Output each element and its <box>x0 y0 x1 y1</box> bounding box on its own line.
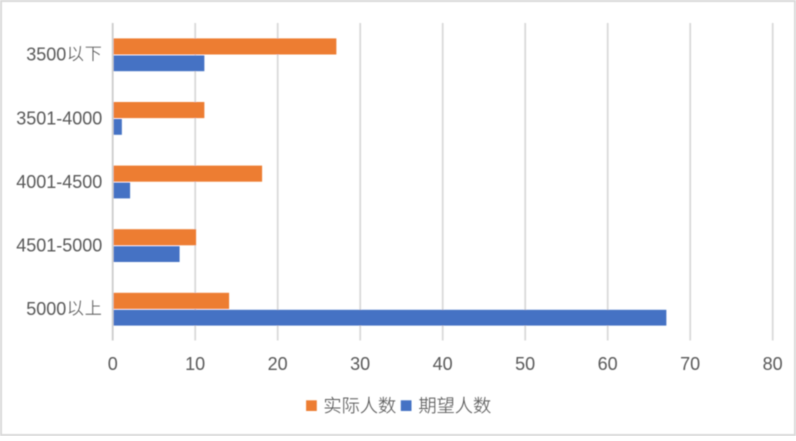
svg-text:80: 80 <box>763 354 783 374</box>
svg-text:70: 70 <box>680 354 700 374</box>
svg-text:5000: 5000 <box>26 299 66 319</box>
svg-text:50: 50 <box>515 354 535 374</box>
svg-text:20: 20 <box>268 354 288 374</box>
svg-text:30: 30 <box>350 354 370 374</box>
svg-text:10: 10 <box>185 354 205 374</box>
svg-text:4001-4500: 4001-4500 <box>16 172 102 192</box>
svg-text:4501-5000: 4501-5000 <box>16 236 102 256</box>
svg-text:3500: 3500 <box>26 45 66 65</box>
svg-text:3501-4000: 3501-4000 <box>16 108 102 128</box>
svg-text:40: 40 <box>433 354 453 374</box>
svg-text:60: 60 <box>598 354 618 374</box>
svg-text:0: 0 <box>108 354 118 374</box>
